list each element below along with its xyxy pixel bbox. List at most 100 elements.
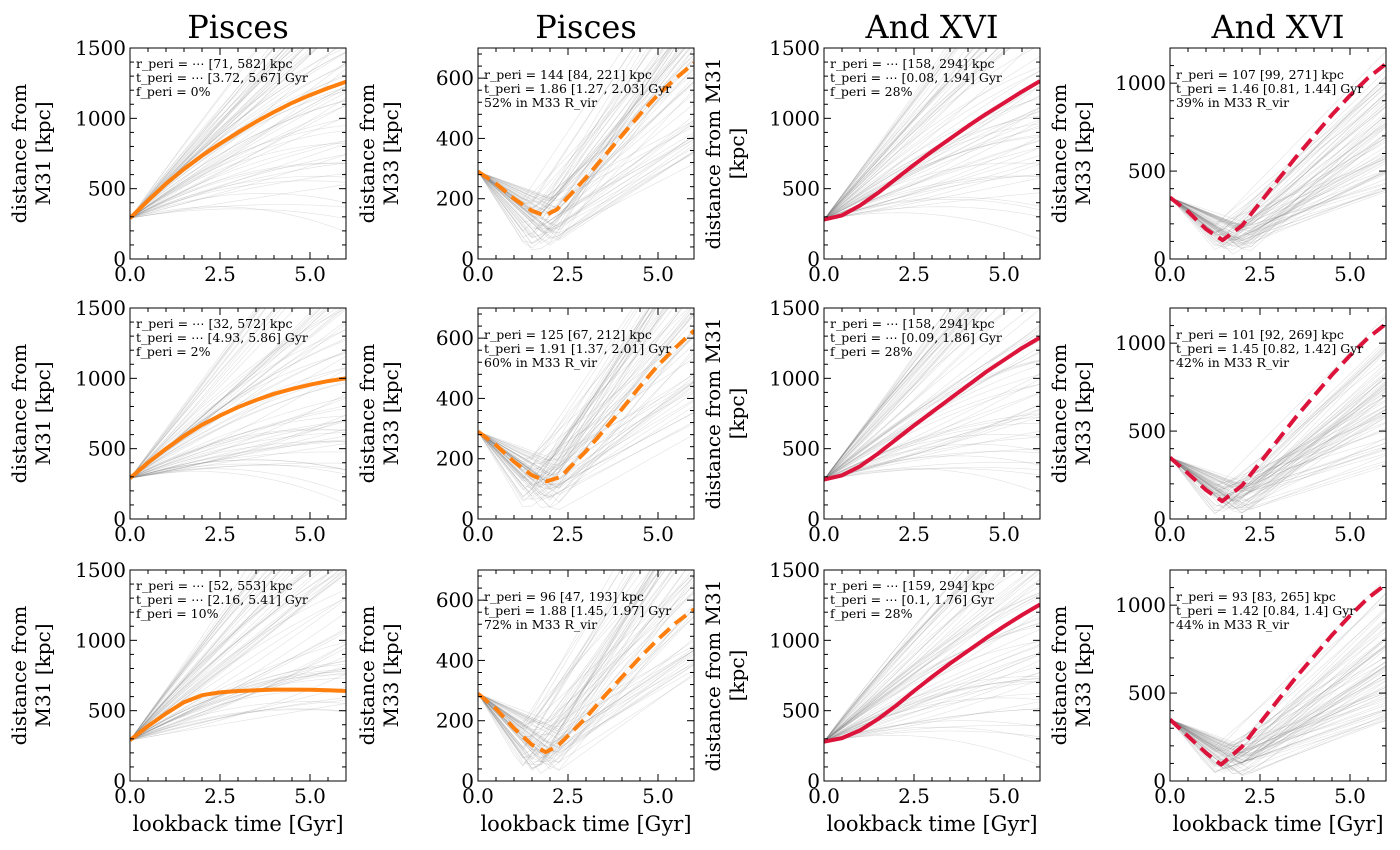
trajectory-line <box>478 573 694 724</box>
trajectory-line <box>824 177 1040 220</box>
y-tick-label: 0 <box>807 769 820 793</box>
trajectory-line <box>824 308 983 480</box>
trajectory-line <box>478 80 694 238</box>
annotation-text: t_peri = 1.88 [1.45, 1.97] Gyr <box>484 603 671 618</box>
trajectory-line <box>1170 646 1386 748</box>
trajectory-line <box>478 649 694 758</box>
median-orbit-line <box>824 79 1040 222</box>
y-tick-label: 500 <box>782 437 820 461</box>
trajectory-line <box>824 48 983 220</box>
trajectory-line <box>130 421 346 479</box>
trajectory-line <box>478 336 694 502</box>
trajectory-line <box>1170 680 1386 773</box>
trajectory-line <box>478 136 694 226</box>
trajectory-line <box>478 48 675 244</box>
trajectory-line <box>478 308 674 477</box>
trajectory-line <box>1170 665 1386 760</box>
trajectory-line <box>130 48 346 219</box>
median-orbit-line <box>1170 62 1386 243</box>
trajectory-line <box>130 396 346 479</box>
trajectory-line <box>824 701 1040 742</box>
trajectory-line <box>130 573 346 741</box>
trajectory-bundle <box>824 570 1040 766</box>
trajectory-line <box>130 570 247 741</box>
trajectory-line <box>824 618 1040 742</box>
y-tick-label: 1000 <box>75 366 126 390</box>
trajectory-line <box>130 308 258 479</box>
trajectory-line <box>478 336 694 471</box>
trajectory-line <box>130 100 346 219</box>
trajectory-line <box>478 608 694 763</box>
trajectory-line <box>130 468 346 494</box>
trajectory-line <box>1170 646 1386 764</box>
trajectory-line <box>130 570 269 741</box>
trajectory-line <box>824 422 1040 480</box>
trajectory-line <box>824 48 950 220</box>
trajectory-line <box>824 160 1040 220</box>
trajectory-bundle <box>824 308 1040 494</box>
trajectory-line <box>824 308 985 480</box>
y-axis-label: distance from M31 <box>701 58 725 250</box>
trajectory-line <box>1170 387 1386 486</box>
trajectory-line <box>130 99 346 219</box>
trajectory-line <box>130 415 346 479</box>
trajectory-line <box>824 570 988 742</box>
trajectory-line <box>478 48 683 202</box>
x-axis-label: lookback time [Gyr] <box>132 812 343 836</box>
trajectory-line <box>1170 371 1386 515</box>
trajectory-line <box>1170 169 1386 244</box>
trajectory-line <box>478 570 673 766</box>
trajectory-line <box>130 697 346 741</box>
trajectory-line <box>824 308 978 480</box>
trajectory-line <box>824 308 970 480</box>
trajectory-line <box>478 654 694 765</box>
panel-2-0: 0.0 2.5 5.0 0 500 1000 1500 distance from M31 [k… <box>7 558 347 836</box>
trajectory-line <box>824 593 1040 742</box>
trajectory-line <box>130 570 287 741</box>
trajectory-line <box>130 308 286 479</box>
trajectory-line <box>824 308 973 480</box>
y-tick-label: 0 <box>113 247 126 271</box>
trajectory-line <box>824 48 976 220</box>
y-axis-label: distance from <box>7 344 31 484</box>
median-orbit-line <box>478 61 694 218</box>
panel-2-3: 0.0 2.5 5.0 0 500 1000 distance from M33 [kpc] l… <box>1047 569 1387 836</box>
y-tick-label: 0 <box>113 769 126 793</box>
trajectory-line <box>478 314 694 482</box>
x-tick-label: 5.0 <box>1334 522 1366 546</box>
trajectory-line <box>130 175 346 219</box>
y-axis-label: distance from <box>1047 606 1071 746</box>
trajectory-line <box>824 374 1040 480</box>
trajectory-line <box>130 382 346 479</box>
trajectory-line <box>1170 375 1386 507</box>
median-orbit-line <box>1170 322 1386 504</box>
trajectory-line <box>1170 648 1386 766</box>
trajectory-line <box>1170 412 1386 484</box>
trajectory-line <box>824 324 1040 480</box>
trajectory-line <box>824 48 958 220</box>
annotation-text: r_peri = ⋯ [158, 294] kpc <box>830 56 994 71</box>
trajectory-line <box>478 48 669 234</box>
trajectory-line <box>824 413 1040 480</box>
trajectory-line <box>824 134 1040 220</box>
annotation-text: r_peri = 101 [92, 269] kpc <box>1176 327 1344 342</box>
trajectory-line <box>1170 380 1386 488</box>
trajectory-line <box>1170 680 1386 776</box>
trajectory-line <box>1170 77 1386 234</box>
trajectory-line <box>130 143 346 219</box>
y-tick-label: 500 <box>1128 159 1166 183</box>
trajectory-line <box>130 308 276 479</box>
trajectory-line <box>130 647 346 741</box>
median-orbit-line <box>824 602 1040 744</box>
trajectory-line <box>478 669 694 759</box>
annotation-text: t_peri = 1.42 [0.84, 1.4] Gyr <box>1176 603 1355 618</box>
trajectory-line <box>824 308 953 480</box>
trajectory-line <box>478 431 694 511</box>
trajectory-line <box>1170 620 1386 754</box>
trajectory-line <box>478 570 674 735</box>
trajectory-line <box>478 151 694 241</box>
trajectory-line <box>1170 655 1386 766</box>
panel-1-0: 0.0 2.5 5.0 0 500 1000 1500 distance from M31 [k… <box>7 296 347 546</box>
x-tick-label: 2.5 <box>898 262 930 286</box>
trajectory-line <box>1170 689 1386 749</box>
